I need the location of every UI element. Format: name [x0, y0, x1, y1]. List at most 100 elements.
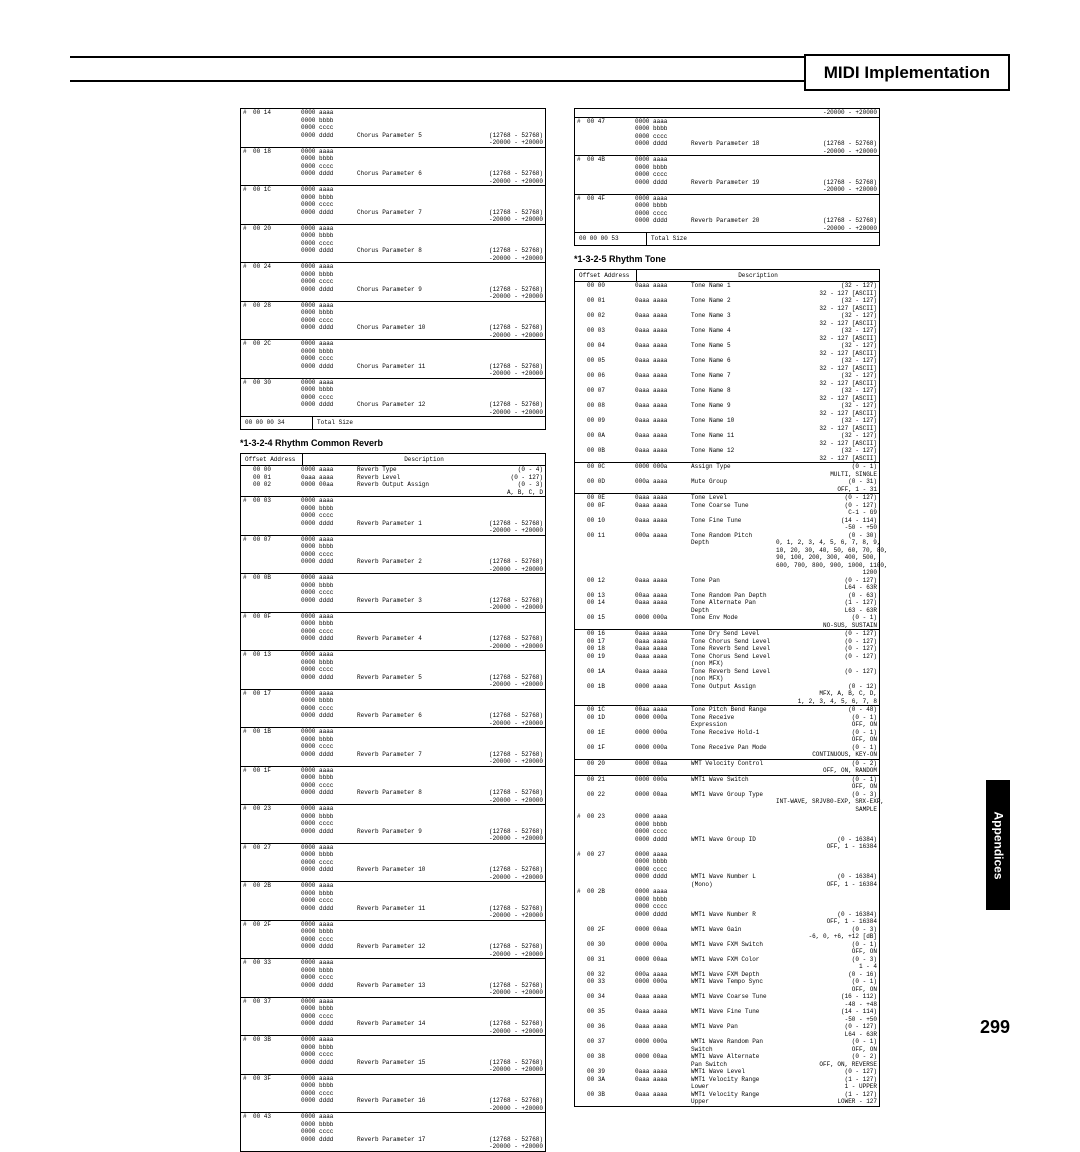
table-row: #00 330000 aaaa	[241, 958, 545, 967]
table-row: 0000 cccc	[575, 133, 879, 141]
table-row: 00 170aaa aaaaTone Chorus Send Level(0 -…	[575, 638, 879, 646]
row-value: 0aaa aaaa	[633, 993, 689, 1001]
table-row: 0000 ddddChorus Parameter 5(12768 - 5276…	[241, 132, 545, 147]
table-row: 0000 cccc	[241, 201, 545, 209]
row-value: 0000 aaaa	[633, 888, 689, 896]
row-value: 0000 bbbb	[299, 774, 355, 782]
row-offset: 00 03	[251, 497, 299, 505]
table-row: #00 140000 aaaa	[241, 109, 545, 117]
row-value: 0000 dddd	[299, 286, 355, 294]
row-value: 0000 bbbb	[299, 851, 355, 859]
row-value: 0000 dddd	[299, 170, 355, 178]
row-desc: Chorus Parameter 7	[355, 209, 440, 217]
row-value: 0000 cccc	[299, 859, 355, 867]
table-row: #00 300000 aaaa	[241, 378, 545, 387]
row-value: 0000 dddd	[299, 247, 355, 255]
row-offset: 00 2C	[251, 340, 299, 348]
row-value: 0000 cccc	[299, 240, 355, 248]
row-value: 0000 bbbb	[299, 194, 355, 202]
row-value: 0000 bbbb	[299, 967, 355, 975]
table-row: #00 3F0000 aaaa	[241, 1074, 545, 1083]
row-value: 0000 00aa	[299, 481, 355, 489]
table-row: #00 200000 aaaa	[241, 224, 545, 233]
table-row: 00 150000 000aTone Env Mode(0 - 1) NO-SU…	[575, 614, 879, 629]
row-value: 0aaa aaaa	[633, 447, 689, 455]
row-mark: #	[575, 156, 585, 164]
row-offset: 00 1B	[251, 728, 299, 736]
row-desc: Chorus Parameter 11	[355, 363, 440, 371]
row-value: 0000 00aa	[633, 956, 689, 964]
row-value: 0000 dddd	[299, 635, 355, 643]
row-offset: 00 03	[585, 327, 633, 335]
total-row: 00 00 00 53Total Size	[575, 232, 879, 245]
table-row: 0000 cccc	[241, 163, 545, 171]
table-row: 00 000aaa aaaaTone Name 1(32 - 127) 32 -…	[575, 282, 879, 297]
row-offset: 00 43	[251, 1113, 299, 1121]
row-value: 0000 dddd	[299, 597, 355, 605]
row-value: 0000 bbbb	[299, 1121, 355, 1129]
table-row: 0000 ddddChorus Parameter 7(12768 - 5276…	[241, 209, 545, 224]
row-value: 0000 dddd	[299, 789, 355, 797]
row-mark: #	[241, 225, 251, 233]
row-offset: 00 33	[251, 959, 299, 967]
row-value: 0000 dddd	[633, 179, 689, 187]
table-row: 0000 bbbb	[241, 928, 545, 936]
table-row: 0000 cccc	[241, 743, 545, 751]
row-offset: 00 1A	[585, 668, 633, 676]
row-desc: Mute Group	[689, 478, 774, 486]
table-row: #00 370000 aaaa	[241, 997, 545, 1006]
table-row: #00 2F0000 aaaa	[241, 920, 545, 929]
row-desc: Chorus Parameter 12	[355, 401, 440, 409]
tone-table: Offset Address Description 00 000aaa aaa…	[574, 269, 880, 1107]
row-value: 0000 aaaa	[299, 844, 355, 852]
row-value: 0aaa aaaa	[633, 645, 689, 653]
row-desc: Reverb Parameter 7	[355, 751, 440, 759]
row-desc: Reverb Parameter 17	[355, 1136, 440, 1144]
row-value: 0aaa aaaa	[633, 1023, 689, 1031]
row-range: (12768 - 52768) -20000 - +20000	[440, 520, 545, 535]
row-range: (0 - 127)	[774, 645, 879, 653]
row-offset: 00 47	[585, 118, 633, 126]
row-mark: #	[241, 959, 251, 967]
row-value: 0000 bbbb	[299, 659, 355, 667]
row-mark: #	[241, 728, 251, 736]
row-offset: 00 37	[585, 1038, 633, 1046]
row-value: 0aaa aaaa	[633, 432, 689, 440]
row-offset: 00 2F	[251, 921, 299, 929]
table-row: 0000 ddddWMT1 Wave Number L (Mono)(0 - 1…	[575, 873, 879, 888]
row-value: 0000 bbbb	[633, 202, 689, 210]
table-row: 0000 cccc	[241, 124, 545, 132]
row-value: 0000 000a	[633, 1038, 689, 1046]
row-value: 0000 bbbb	[299, 1005, 355, 1013]
row-range: (0 - 1) OFF, ON	[774, 714, 879, 729]
row-mark: #	[241, 690, 251, 698]
table-row: 00 060aaa aaaaTone Name 7(32 - 127) 32 -…	[575, 372, 879, 387]
row-range: (32 - 127) 32 - 127 [ASCII]	[774, 342, 879, 357]
row-offset: 00 1F	[585, 744, 633, 752]
row-range: (0 - 1) OFF, ON	[774, 941, 879, 956]
table-row: 0000 ddddWMT1 Wave Number R(0 - 16384) O…	[575, 911, 879, 926]
table-row: 0000 ddddReverb Parameter 17(12768 - 527…	[241, 1136, 545, 1151]
row-value: 0000 aaaa	[299, 186, 355, 194]
row-desc: WMT1 Wave Level	[689, 1068, 774, 1076]
row-desc: Reverb Parameter 16	[355, 1097, 440, 1105]
row-range: (16 - 112) -48 - +48	[774, 993, 879, 1008]
table-row: 00 090aaa aaaaTone Name 10(32 - 127) 32 …	[575, 417, 879, 432]
row-value: 0000 aaaa	[299, 225, 355, 233]
row-offset: 00 1D	[585, 714, 633, 722]
row-value: 0000 aaaa	[299, 536, 355, 544]
row-value: 0000 cccc	[633, 866, 689, 874]
row-offset: 00 20	[585, 760, 633, 768]
row-desc: Tone Fine Tune	[689, 517, 774, 525]
row-range: (1 - 127) LOWER - 127	[774, 1091, 879, 1106]
row-mark: #	[241, 1036, 251, 1044]
table-row: 0000 ddddChorus Parameter 11(12768 - 527…	[241, 363, 545, 378]
table-row: 00 140aaa aaaaTone Alternate Pan Depth(1…	[575, 599, 879, 614]
row-desc: Reverb Parameter 2	[355, 558, 440, 566]
row-desc: WMT1 Wave FXM Switch	[689, 941, 774, 949]
row-value: 0000 aaaa	[299, 148, 355, 156]
table-row: 0000 cccc	[241, 782, 545, 790]
row-value: 000a aaaa	[633, 478, 689, 486]
row-value: 0000 cccc	[299, 936, 355, 944]
row-offset: 00 17	[585, 638, 633, 646]
